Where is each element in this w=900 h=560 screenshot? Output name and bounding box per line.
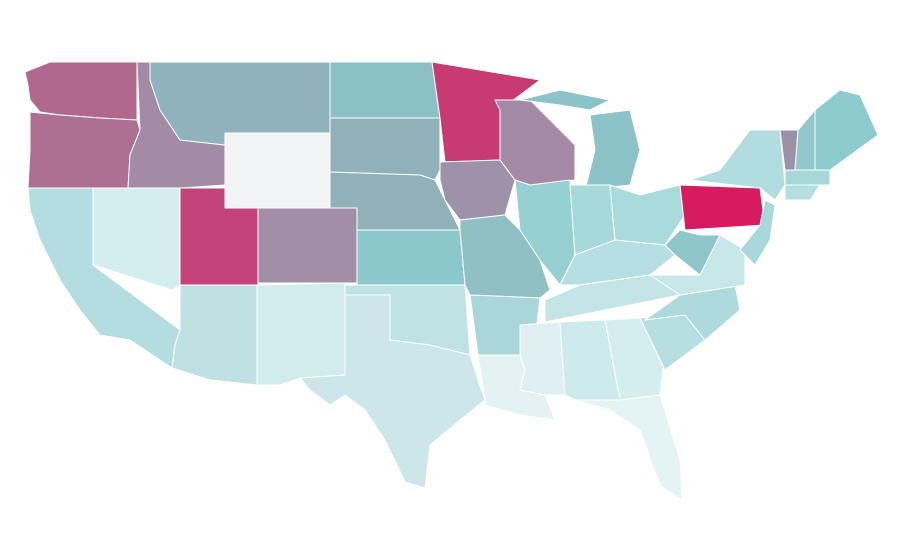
state — [356, 229, 466, 286]
state — [584, 109, 641, 191]
state — [257, 207, 358, 284]
state — [679, 184, 766, 231]
state — [739, 199, 776, 266]
state — [814, 89, 879, 171]
state — [24, 61, 138, 121]
state — [574, 394, 683, 501]
state — [459, 214, 551, 299]
state — [439, 159, 516, 221]
state — [329, 61, 441, 119]
state — [689, 129, 786, 201]
state — [794, 109, 816, 171]
state — [329, 117, 441, 181]
state — [519, 321, 566, 396]
state — [664, 229, 721, 276]
state — [784, 169, 831, 186]
state — [519, 89, 611, 111]
state — [299, 294, 486, 489]
state — [224, 132, 331, 209]
state — [784, 184, 821, 201]
state — [171, 284, 258, 386]
state — [27, 111, 141, 189]
state — [256, 282, 346, 386]
